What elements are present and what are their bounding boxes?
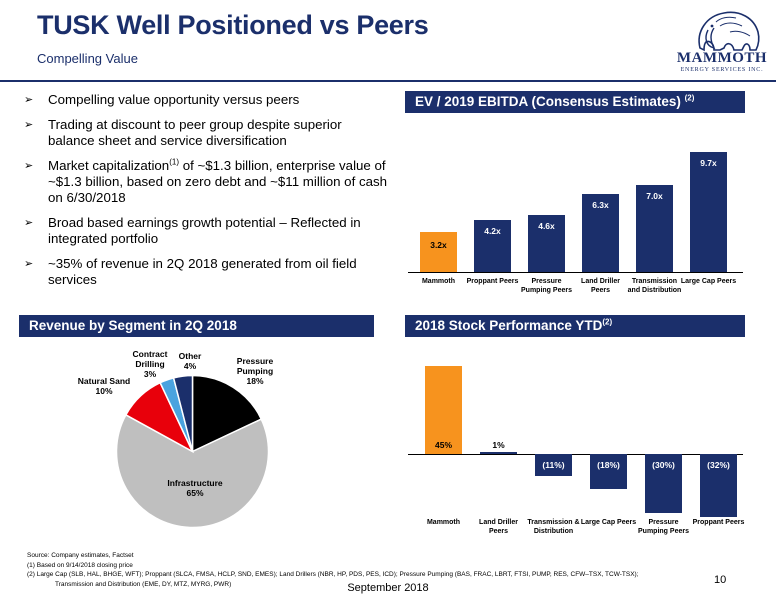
logo-subtext: ENERGY SERVICES INC. — [680, 67, 764, 73]
ev-value-label: 6.3x — [592, 200, 609, 211]
page-title: TUSK Well Positioned vs Peers — [37, 10, 429, 40]
footer-date: September 2018 — [347, 582, 429, 594]
header-rule — [0, 80, 776, 82]
stock-zero-axis — [408, 454, 743, 455]
footnote-2-cont: Transmission and Distribution (EME, DY, … — [55, 580, 232, 588]
stock-bar — [645, 454, 682, 513]
mammoth-logo-icon — [698, 11, 760, 52]
revenue-chart-banner: Revenue by Segment in 2Q 2018 — [19, 315, 374, 337]
stock-category-label: Large Cap Peers — [580, 519, 637, 526]
pie-slice-percent: 65% — [186, 488, 204, 498]
ev-x-axis — [408, 272, 743, 273]
pie-slice-percent: 4% — [183, 361, 197, 371]
ev-bar — [690, 152, 727, 272]
arrow-bullet-icon: ➢ — [24, 119, 34, 131]
bullet-item: ➢ Trading at discount to peer group despi… — [24, 117, 342, 148]
stock-chart-banner: 2018 Stock Performance YTD(2) — [405, 315, 745, 337]
pie-slice-percent: 10% — [95, 386, 113, 396]
arrow-bullet-icon: ➢ — [24, 160, 34, 172]
ev-category-label: Proppant Peers — [466, 278, 519, 285]
ev-chart-banner: EV / 2019 EBITDA (Consensus Estimates) (… — [405, 91, 745, 113]
footnote-2: (2) Large Cap (SLB, HAL, BHGE, WFT); Pro… — [27, 571, 639, 578]
logo-wordmark: MAMMOTH — [676, 50, 768, 66]
bullet-item: ➢ Market capitalization(1) of ~$1.3 billi… — [24, 157, 388, 205]
stock-category-label: Transmission & Distribution — [527, 519, 580, 535]
pie-slice-percent: 18% — [246, 376, 264, 386]
ev-category-label: Mammoth — [421, 278, 456, 285]
arrow-bullet-icon: ➢ — [24, 94, 34, 106]
stock-bar — [425, 366, 462, 454]
footnote-source: Source: Company estimates, Factset — [27, 552, 134, 559]
pie-slice-percent: 3% — [143, 369, 157, 379]
stock-value-label: 45% — [434, 440, 452, 450]
footnote-1: (1) Based on 9/14/2018 closing price — [27, 561, 133, 569]
stock-value-label: 1% — [492, 440, 505, 450]
stock-category-label: Proppant Peers — [692, 519, 745, 526]
pie-slice-name: Infrastructure — [167, 478, 223, 488]
stock-category-label: Land Driller Peers — [479, 519, 518, 535]
bullet-list: ➢ Compelling value opportunity versus pee… — [20, 92, 390, 297]
bullet-item: ➢ ~35% of revenue in 2Q 2018 generated fr… — [24, 256, 357, 287]
ev-value-label: 4.2x — [484, 226, 501, 237]
page-number: 10 — [714, 574, 727, 586]
stock-value-label: (32%) — [707, 460, 730, 470]
revenue-pie-chart — [115, 374, 270, 529]
stock-bar — [480, 452, 517, 454]
ev-category-label: Large Cap Peers — [680, 278, 737, 285]
ev-value-label: 9.7x — [700, 158, 717, 168]
ev-bar — [474, 220, 511, 272]
pie-slice — [115, 413, 270, 529]
pie-slice-label: Other 4% — [172, 351, 208, 371]
ev-category-label: Pressure Pumping Peers — [521, 278, 572, 294]
bullet-item: ➢ Broad based earnings growth potential –… — [24, 215, 361, 246]
ev-bar — [528, 215, 565, 272]
ev-bar — [420, 232, 457, 272]
pie-slice — [191, 374, 263, 453]
pie-slice-name: Natural Sand — [77, 376, 131, 386]
footnotes: Source: Company estimates, Factset (1) B… — [27, 551, 639, 589]
stock-value-label: (11%) — [542, 460, 565, 470]
stock-bar — [700, 454, 737, 517]
ev-bar — [582, 194, 619, 272]
pie-slice-name: Pressure Pumping — [236, 356, 274, 376]
stock-category-label: Pressure Pumping Peers — [638, 519, 689, 535]
ev-value-label: 4.6x — [538, 221, 555, 232]
pie-slice-label: Contract Drilling 3% — [124, 349, 176, 379]
pie-slice-name: Other — [178, 351, 202, 361]
pie-slice-name: Contract Drilling — [132, 349, 168, 369]
stock-bar — [535, 454, 572, 476]
arrow-bullet-icon: ➢ — [24, 217, 34, 229]
ev-value-label: 3.2x — [430, 240, 447, 251]
ev-bar — [636, 185, 673, 272]
stock-category-label: Mammoth — [426, 519, 461, 526]
ev-category-label: Land Driller Peers — [581, 278, 620, 294]
stock-value-label: (18%) — [597, 460, 620, 470]
pie-slice-label: Pressure Pumping 18% — [220, 356, 290, 386]
arrow-bullet-icon: ➢ — [24, 258, 34, 270]
stock-value-label: (30%) — [652, 460, 675, 470]
pie-slice-label: Infrastructure 65% — [150, 478, 240, 498]
page-subtitle: Compelling Value — [37, 51, 138, 66]
stock-bar — [590, 454, 627, 490]
bullet-item: ➢ Compelling value opportunity versus pee… — [24, 92, 300, 107]
ev-value-label: 7.0x — [646, 191, 663, 202]
pie-slice-label: Natural Sand 10% — [72, 376, 136, 396]
ev-category-label: Transmission and Distribution — [627, 278, 682, 294]
pie-slice — [172, 374, 194, 452]
